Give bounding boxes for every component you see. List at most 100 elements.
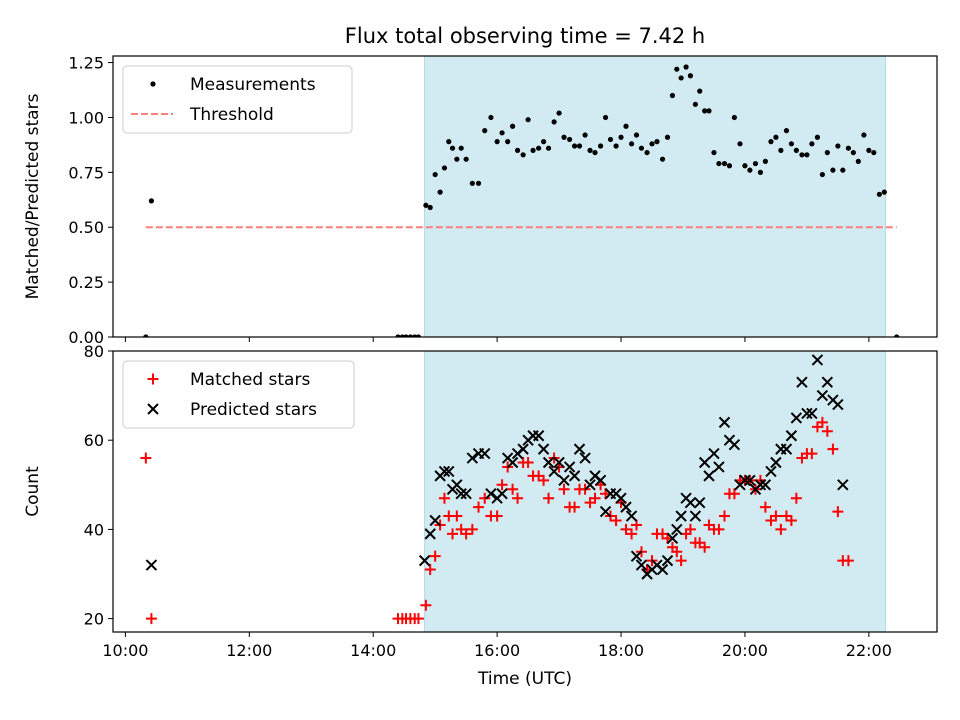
x-tick-label: 18:00 <box>598 641 644 660</box>
measurement-point <box>674 66 680 72</box>
predicted-star-point <box>698 456 711 469</box>
measurement-point <box>721 160 728 167</box>
matched-star-point <box>438 492 450 504</box>
predicted-star-point <box>496 488 508 500</box>
predicted-star-point <box>821 376 834 388</box>
measurement-point <box>432 171 438 178</box>
predicted-star-point <box>615 492 627 504</box>
matched-star-point <box>699 541 711 553</box>
y-axis-label: Count <box>23 466 43 517</box>
predicted-star-point <box>548 465 560 478</box>
predicted-star-point <box>573 443 586 455</box>
measurement-point <box>437 189 443 195</box>
predicted-star-point <box>816 389 829 402</box>
top-axes-frame <box>112 55 938 338</box>
matched-star-point <box>626 528 638 540</box>
predicted-star-point <box>568 470 581 482</box>
predicted-star-point <box>780 443 793 455</box>
matched-star-point <box>447 528 459 540</box>
measurement-point <box>866 147 872 153</box>
predicted-star-point <box>599 505 612 518</box>
predicted-star-point <box>451 479 463 491</box>
measurement-point <box>793 147 799 153</box>
predicted-star-point <box>579 452 591 464</box>
measurement-point <box>678 75 684 81</box>
predicted-star-point <box>713 461 725 473</box>
predicted-star-point <box>542 456 555 469</box>
matched-star-point <box>491 510 503 522</box>
predicted-star-point <box>558 474 570 487</box>
measurement-point <box>571 143 578 149</box>
measurement-point <box>449 145 456 151</box>
measurement-point <box>669 92 676 99</box>
measurement-point <box>499 130 505 136</box>
matched-star-point <box>790 492 802 504</box>
bottom-plot-area <box>140 354 854 625</box>
predicted-star-point <box>506 456 519 469</box>
measurement-point <box>545 145 552 151</box>
measurement-point <box>706 108 712 114</box>
matched-star-point <box>842 555 854 567</box>
measurement-point <box>768 139 774 145</box>
y-tick-label: 1.25 <box>68 54 104 73</box>
predicted-star-point <box>517 443 529 455</box>
top-legend: Measurements Threshold <box>122 65 353 134</box>
measurement-point <box>726 163 733 169</box>
matched-star-point <box>522 457 534 469</box>
y-tick-label: 1.00 <box>68 108 104 127</box>
predicted-star-point <box>563 461 576 473</box>
y-tick-label: 0.75 <box>68 163 104 182</box>
predicted-star-point <box>754 479 767 491</box>
legend-marker-measurements <box>150 81 156 87</box>
measurement-point <box>809 141 815 147</box>
measurement-point <box>855 158 861 164</box>
y-tick-label: 20 <box>84 610 104 629</box>
predicted-star-point <box>661 554 674 567</box>
measurement-point <box>592 149 598 156</box>
measurement-point <box>536 145 542 151</box>
legend-marker-matched <box>147 373 159 385</box>
matched-star-point <box>684 523 696 535</box>
measurement-point <box>804 152 810 158</box>
measurement-point <box>799 152 805 158</box>
x-tick-label: 22:00 <box>846 641 892 660</box>
measurement-point <box>427 204 433 211</box>
matched-star-point <box>759 501 771 513</box>
measurement-point <box>567 136 573 143</box>
predicted-star-point <box>765 465 777 478</box>
measurement-point <box>628 141 635 147</box>
predicted-star-point <box>620 501 632 513</box>
x-tick-label: 14:00 <box>350 641 396 660</box>
legend-box <box>122 65 353 134</box>
measurement-point <box>446 139 452 145</box>
measurement-point <box>597 143 604 149</box>
matched-star-point <box>429 550 441 562</box>
measurement-point <box>664 134 671 140</box>
measurement-point <box>488 114 494 121</box>
measurement-point <box>687 73 694 79</box>
y-axis-label: Matched/Predicted stars <box>23 93 43 299</box>
top-plot-area <box>143 64 900 337</box>
matched-star-point <box>713 523 725 535</box>
predicted-star-point <box>744 474 756 487</box>
predicted-star-point <box>438 465 451 478</box>
predicted-star-point <box>785 430 798 442</box>
x-tick-label: 20:00 <box>722 641 768 660</box>
matched-star-point <box>816 416 828 428</box>
x-tick-label: 12:00 <box>226 641 272 660</box>
predicted-star-point <box>625 510 638 522</box>
predicted-star-point <box>656 563 669 576</box>
predicted-star-point <box>759 479 772 491</box>
predicted-star-point <box>455 488 467 500</box>
measurement-point <box>742 163 748 169</box>
measurement-point <box>407 334 413 337</box>
predicted-star-point <box>424 528 436 540</box>
predicted-star-point <box>684 496 697 509</box>
legend-box <box>122 360 355 429</box>
measurement-point <box>757 169 764 175</box>
measurement-point <box>638 145 645 151</box>
y-tick-label: 40 <box>84 520 104 539</box>
measurement-point <box>148 198 155 204</box>
matched-star-point <box>671 546 683 558</box>
measurement-point <box>623 123 629 129</box>
